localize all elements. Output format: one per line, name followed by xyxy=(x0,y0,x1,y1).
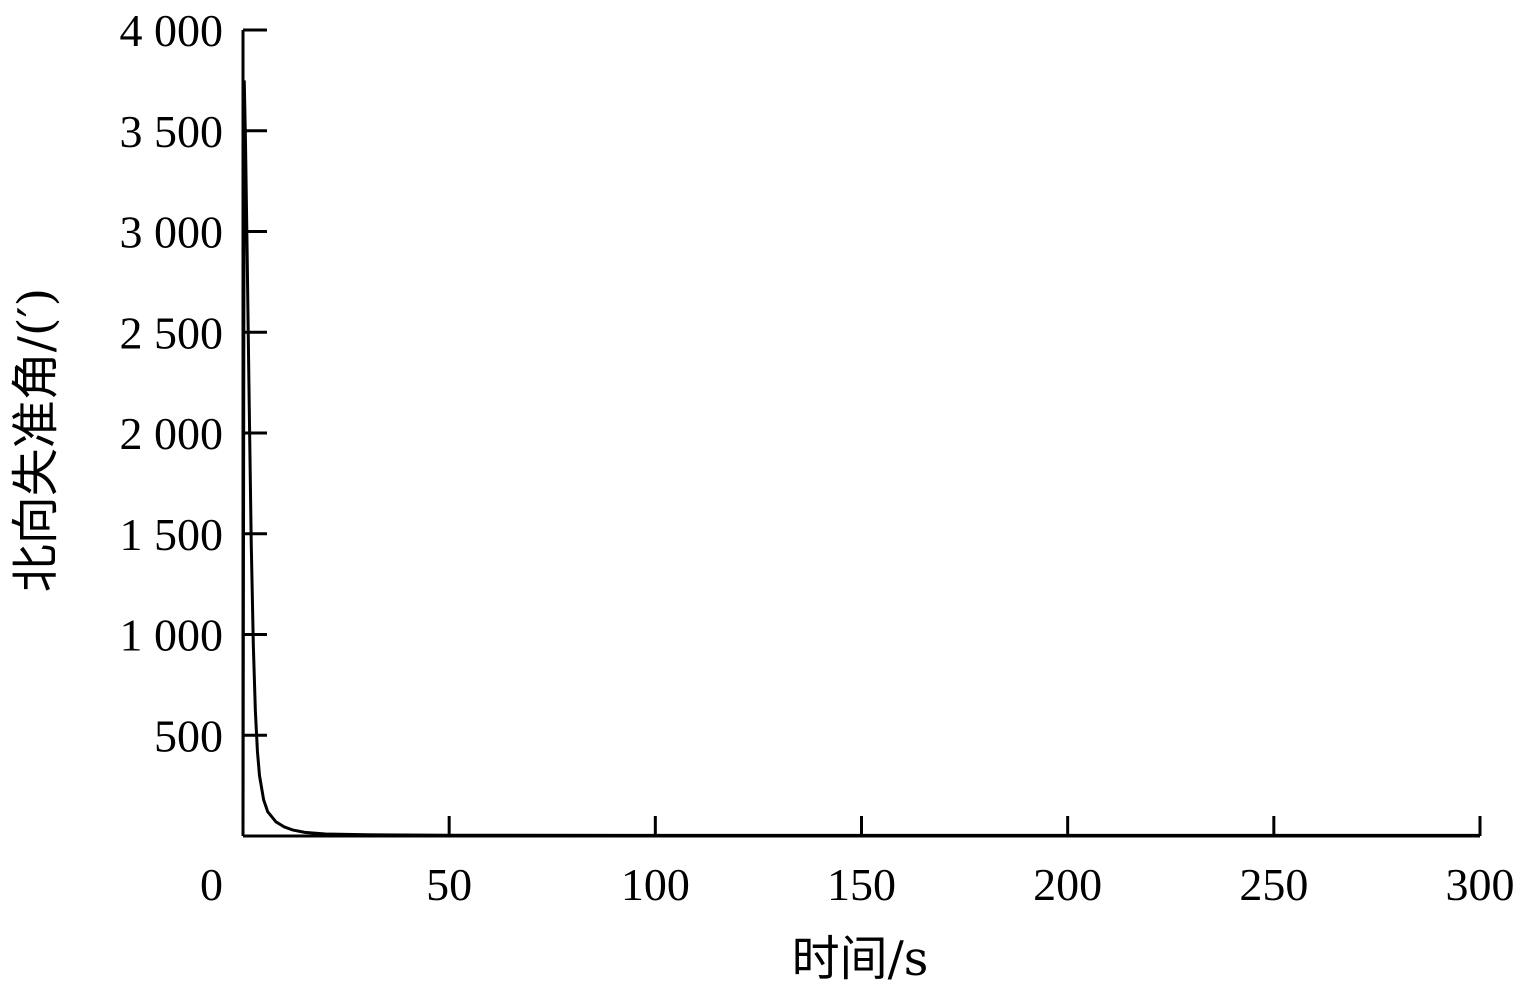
y-tick-label: 3 500 xyxy=(120,106,224,157)
x-tick-label: 50 xyxy=(426,859,472,910)
x-tick-label: 150 xyxy=(827,859,896,910)
x-tick-label: 250 xyxy=(1239,859,1308,910)
series-layer xyxy=(241,80,1480,837)
y-tick-label: 500 xyxy=(154,710,223,761)
x-tick-label: 200 xyxy=(1033,859,1102,910)
y-axis-ticks: 500 1 000 1 500 2 000 2 500 3 000 3 500 4 000 xyxy=(120,5,267,761)
x-tick-label: 0 xyxy=(200,859,223,910)
y-tick-label: 2 000 xyxy=(120,408,224,459)
x-tick-label: 100 xyxy=(621,859,690,910)
x-tick-label: 300 xyxy=(1446,859,1515,910)
y-axis-title: 北向失准角/(′) xyxy=(8,288,64,593)
y-tick-label: 3 000 xyxy=(120,207,224,258)
x-axis-ticks: 0 50 100 150 200 250 300 xyxy=(200,816,1515,910)
y-tick-label: 4 000 xyxy=(120,5,224,56)
series-line-0 xyxy=(241,80,1480,837)
y-tick-label: 2 500 xyxy=(120,307,224,358)
x-axis-title: 时间/s xyxy=(792,931,929,987)
y-tick-label: 1 500 xyxy=(120,509,224,560)
y-tick-label: 1 000 xyxy=(120,610,224,661)
